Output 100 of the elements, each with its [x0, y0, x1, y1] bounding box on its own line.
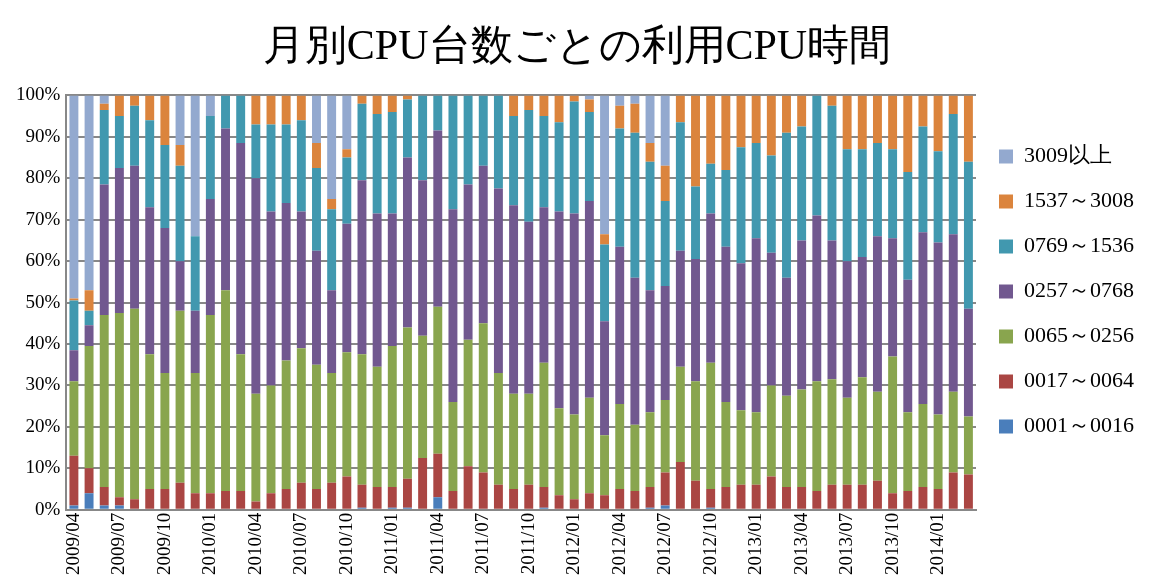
bar — [918, 486, 928, 509]
bar — [266, 211, 276, 386]
legend-label: 0065～0256 — [1024, 322, 1134, 348]
bar — [114, 497, 124, 506]
bar — [584, 201, 594, 398]
bar — [872, 480, 882, 509]
bar — [312, 95, 321, 144]
bar — [357, 180, 367, 355]
bar — [933, 95, 943, 152]
bar — [706, 163, 716, 214]
bar — [584, 99, 594, 112]
bar — [524, 484, 534, 509]
bar — [721, 95, 731, 170]
bar — [251, 501, 261, 509]
bar — [675, 462, 685, 509]
bar — [691, 381, 700, 481]
bar — [539, 362, 549, 487]
bar — [478, 95, 488, 166]
bar — [675, 95, 685, 123]
y-tick-label: 90% — [25, 124, 61, 146]
bar — [600, 321, 610, 436]
bar — [736, 147, 746, 264]
bar — [706, 213, 716, 363]
bar — [236, 143, 246, 355]
bar — [691, 259, 700, 382]
bar — [797, 126, 807, 241]
bar — [963, 308, 973, 417]
bar — [327, 95, 337, 199]
bar — [721, 246, 731, 402]
x-tick-label: 2010/04 — [243, 512, 265, 575]
y-tick-label: 70% — [25, 207, 61, 229]
bar — [903, 172, 913, 280]
bar — [630, 277, 640, 425]
bar — [251, 124, 261, 179]
bar — [266, 385, 276, 494]
bar — [615, 404, 625, 490]
bar — [387, 95, 397, 112]
bar — [660, 505, 670, 509]
bar — [630, 424, 640, 492]
bar — [615, 246, 625, 405]
bar — [493, 95, 503, 189]
bar — [266, 493, 276, 509]
bar — [463, 95, 473, 185]
bar — [478, 323, 488, 473]
bar — [433, 497, 443, 509]
bar — [812, 95, 822, 216]
bar — [736, 263, 746, 411]
bar — [630, 103, 640, 133]
x-tick-label: 2009/04 — [61, 512, 83, 575]
bar — [569, 213, 579, 415]
y-tick-label: 20% — [25, 414, 61, 436]
bar — [766, 476, 776, 509]
bar — [645, 486, 655, 508]
bar — [402, 95, 412, 100]
bar — [221, 95, 230, 129]
bar — [296, 482, 306, 509]
legend-label: 0017～0064 — [1024, 367, 1134, 393]
bar — [69, 505, 79, 509]
bar — [948, 95, 958, 115]
bar — [84, 95, 94, 291]
bar — [675, 250, 685, 367]
bar — [630, 95, 640, 104]
bar — [675, 122, 685, 251]
bar — [524, 95, 534, 110]
bar — [84, 325, 94, 347]
bar — [493, 188, 503, 373]
legend-label: 3009以上 — [1024, 142, 1112, 168]
x-tick-label: 2011/01 — [380, 512, 402, 575]
bar — [175, 95, 185, 146]
bar — [205, 198, 215, 315]
bar — [114, 95, 124, 117]
bar — [99, 95, 109, 104]
bar — [236, 491, 246, 509]
bar — [600, 234, 610, 245]
bar — [751, 484, 761, 509]
bar — [872, 391, 882, 481]
bar — [675, 366, 685, 463]
bar — [342, 352, 352, 477]
bar — [630, 491, 640, 509]
bar — [918, 232, 928, 405]
bar — [281, 203, 291, 361]
bar — [766, 252, 776, 386]
bar — [372, 486, 382, 509]
bar — [600, 95, 610, 235]
y-tick-label: 30% — [25, 373, 61, 395]
bar — [84, 346, 94, 469]
bar — [903, 412, 913, 492]
x-tick-label: 2010/10 — [334, 512, 356, 575]
bar — [706, 362, 716, 490]
bar — [99, 109, 109, 185]
bar — [569, 499, 579, 509]
bar — [918, 95, 928, 127]
bar — [99, 314, 109, 487]
bar — [888, 356, 898, 494]
bar — [857, 149, 867, 257]
bar — [842, 261, 852, 398]
bar — [175, 165, 185, 262]
bar — [418, 95, 428, 181]
bar — [266, 124, 276, 212]
legend-label: 1537～3008 — [1024, 187, 1134, 213]
